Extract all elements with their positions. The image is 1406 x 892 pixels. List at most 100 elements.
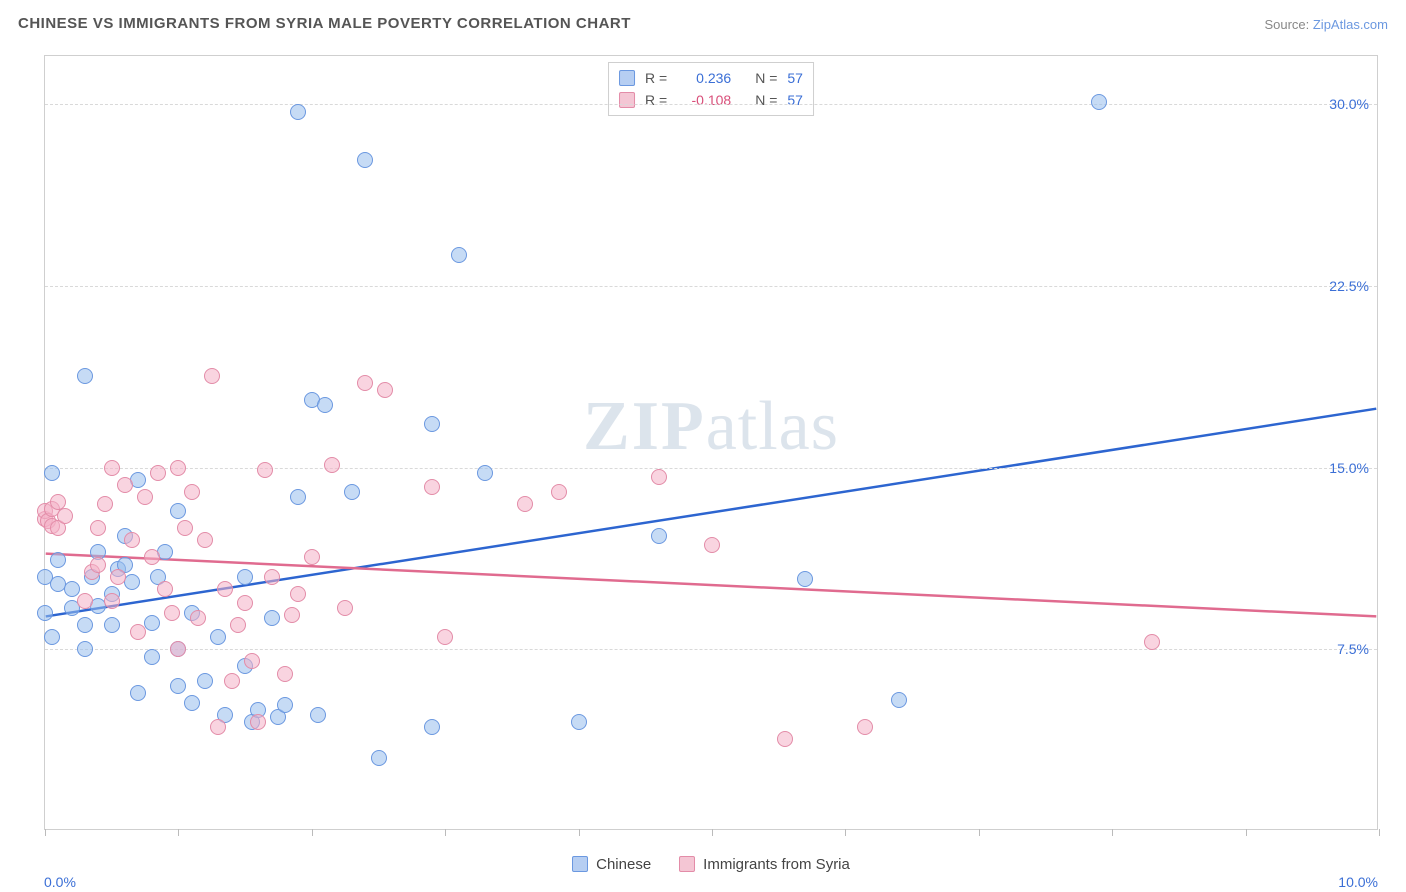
- scatter-point: [517, 496, 533, 512]
- scatter-point: [177, 520, 193, 536]
- scatter-point: [424, 479, 440, 495]
- r-label: R =: [645, 89, 667, 111]
- scatter-point: [130, 685, 146, 701]
- n-label: N =: [755, 89, 777, 111]
- scatter-point: [857, 719, 873, 735]
- source-prefix: Source:: [1264, 17, 1312, 32]
- scatter-point: [264, 569, 280, 585]
- series-legend-item: Immigrants from Syria: [679, 856, 850, 873]
- scatter-point: [571, 714, 587, 730]
- scatter-point: [551, 484, 567, 500]
- gridline-h: [45, 468, 1377, 469]
- scatter-point: [377, 382, 393, 398]
- scatter-point: [290, 489, 306, 505]
- scatter-point: [797, 571, 813, 587]
- scatter-point: [97, 496, 113, 512]
- scatter-point: [237, 595, 253, 611]
- scatter-point: [277, 666, 293, 682]
- scatter-point: [891, 692, 907, 708]
- scatter-point: [424, 719, 440, 735]
- legend-swatch: [619, 92, 635, 108]
- n-label: N =: [755, 67, 777, 89]
- scatter-point: [197, 532, 213, 548]
- x-tick: [445, 829, 446, 836]
- scatter-point: [357, 375, 373, 391]
- scatter-point: [137, 489, 153, 505]
- scatter-point: [451, 247, 467, 263]
- scatter-point: [190, 610, 206, 626]
- scatter-point: [157, 581, 173, 597]
- scatter-point: [651, 469, 667, 485]
- scatter-point: [104, 617, 120, 633]
- scatter-point: [104, 593, 120, 609]
- watermark-bold: ZIP: [583, 388, 706, 465]
- x-tick: [1246, 829, 1247, 836]
- x-axis-max-label: 10.0%: [1338, 874, 1378, 890]
- scatter-point: [90, 520, 106, 536]
- scatter-point: [90, 557, 106, 573]
- chart-title: CHINESE VS IMMIGRANTS FROM SYRIA MALE PO…: [18, 15, 631, 32]
- scatter-point: [250, 714, 266, 730]
- scatter-point: [424, 416, 440, 432]
- scatter-point: [170, 641, 186, 657]
- scatter-point: [477, 465, 493, 481]
- scatter-point: [150, 465, 166, 481]
- source-attribution: Source: ZipAtlas.com: [1264, 17, 1388, 32]
- scatter-point: [777, 731, 793, 747]
- r-value: -0.108: [677, 89, 731, 111]
- scatter-point: [170, 503, 186, 519]
- scatter-point: [371, 750, 387, 766]
- scatter-point: [204, 368, 220, 384]
- scatter-point: [324, 457, 340, 473]
- n-value: 57: [787, 89, 803, 111]
- scatter-point: [237, 569, 253, 585]
- legend-swatch: [679, 856, 695, 872]
- scatter-point: [284, 607, 300, 623]
- scatter-point: [44, 465, 60, 481]
- scatter-point: [210, 629, 226, 645]
- x-tick: [312, 829, 313, 836]
- legend-swatch: [572, 856, 588, 872]
- x-tick: [712, 829, 713, 836]
- chart-plot-area: ZIPatlas R =0.236N =57R =-0.108N =57 7.5…: [44, 55, 1378, 830]
- r-value: 0.236: [677, 67, 731, 89]
- series-legend-label: Chinese: [596, 856, 651, 873]
- y-tick-label: 22.5%: [1329, 278, 1369, 294]
- correlation-legend-row: R = 0.236 N = 57: [619, 67, 803, 89]
- scatter-point: [304, 549, 320, 565]
- scatter-point: [264, 610, 280, 626]
- n-value: 57: [787, 67, 803, 89]
- series-legend-label: Immigrants from Syria: [703, 856, 850, 873]
- scatter-point: [290, 586, 306, 602]
- scatter-point: [337, 600, 353, 616]
- scatter-point: [224, 673, 240, 689]
- source-link[interactable]: ZipAtlas.com: [1313, 17, 1388, 32]
- scatter-point: [1091, 94, 1107, 110]
- scatter-point: [230, 617, 246, 633]
- series-legend-item: Chinese: [572, 856, 651, 873]
- r-label: R =: [645, 67, 667, 89]
- scatter-point: [437, 629, 453, 645]
- x-tick: [178, 829, 179, 836]
- scatter-point: [184, 484, 200, 500]
- scatter-point: [704, 537, 720, 553]
- y-tick-label: 30.0%: [1329, 96, 1369, 112]
- scatter-point: [117, 477, 133, 493]
- scatter-point: [651, 528, 667, 544]
- scatter-point: [77, 593, 93, 609]
- legend-swatch: [619, 70, 635, 86]
- scatter-point: [144, 615, 160, 631]
- scatter-point: [277, 697, 293, 713]
- y-tick-label: 7.5%: [1337, 641, 1369, 657]
- regression-line: [46, 409, 1377, 617]
- scatter-point: [44, 629, 60, 645]
- scatter-point: [110, 569, 126, 585]
- gridline-h: [45, 104, 1377, 105]
- x-tick: [579, 829, 580, 836]
- series-legend: Chinese Immigrants from Syria: [44, 856, 1378, 877]
- regression-lines-layer: [45, 56, 1377, 829]
- x-tick: [845, 829, 846, 836]
- scatter-point: [37, 605, 53, 621]
- scatter-point: [50, 552, 66, 568]
- scatter-point: [124, 532, 140, 548]
